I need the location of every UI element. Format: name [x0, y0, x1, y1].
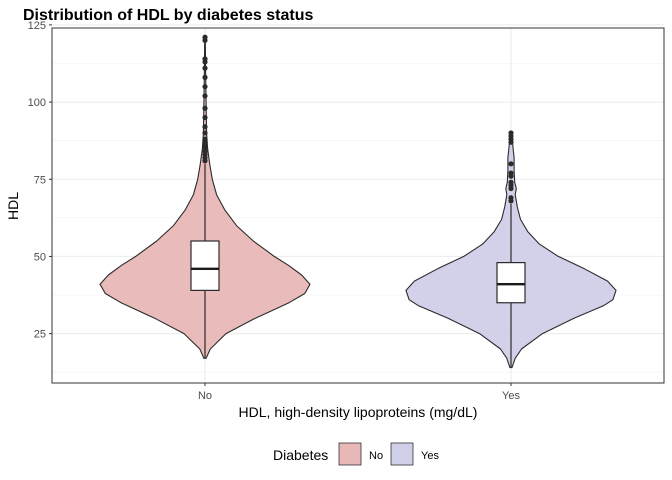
outlier-point: [202, 136, 208, 142]
y-tick-label: 100: [28, 97, 46, 109]
outlier-point: [202, 114, 208, 121]
plot-background: [52, 28, 664, 383]
y-tick-label: 25: [34, 329, 46, 341]
outlier-point: [508, 170, 514, 176]
x-axis: No Yes: [198, 383, 520, 402]
y-tick-label: 125: [28, 20, 46, 32]
outlier-point: [202, 84, 208, 90]
outlier-point: [508, 130, 514, 136]
outlier-point: [202, 124, 208, 130]
outlier-point: [202, 34, 208, 40]
box-yes: [496, 262, 526, 304]
chart-title: Distribution of HDL by diabetes status: [23, 7, 314, 24]
box-no: [190, 240, 220, 291]
outlier-point: [202, 105, 208, 111]
y-tick-label: 75: [34, 174, 46, 186]
legend-swatch-yes: [390, 442, 414, 466]
outlier-point: [202, 130, 208, 136]
outlier-point: [508, 195, 514, 201]
y-axis: 25 50 75 100 125: [28, 20, 52, 341]
outlier-point: [202, 74, 208, 80]
boxplots: [190, 34, 526, 368]
plot-border: [51, 27, 665, 384]
outlier-point: [508, 179, 514, 185]
outlier-point: [202, 56, 208, 62]
outlier-point: [202, 93, 208, 99]
legend-label-yes: Yes: [421, 450, 439, 462]
x-tick-label: No: [198, 390, 212, 402]
x-axis-title: HDL, high-density lipoproteins (mg/dL): [239, 404, 478, 420]
outlier-point: [508, 161, 514, 167]
legend-label-no: No: [369, 450, 383, 462]
outlier-point: [202, 65, 208, 71]
x-tick-label: Yes: [502, 390, 520, 402]
y-tick-label: 50: [34, 251, 46, 263]
legend: Diabetes No Yes: [273, 442, 439, 466]
legend-swatch-no: [338, 442, 362, 466]
legend-title: Diabetes: [273, 447, 328, 463]
y-axis-title: HDL: [5, 192, 21, 220]
